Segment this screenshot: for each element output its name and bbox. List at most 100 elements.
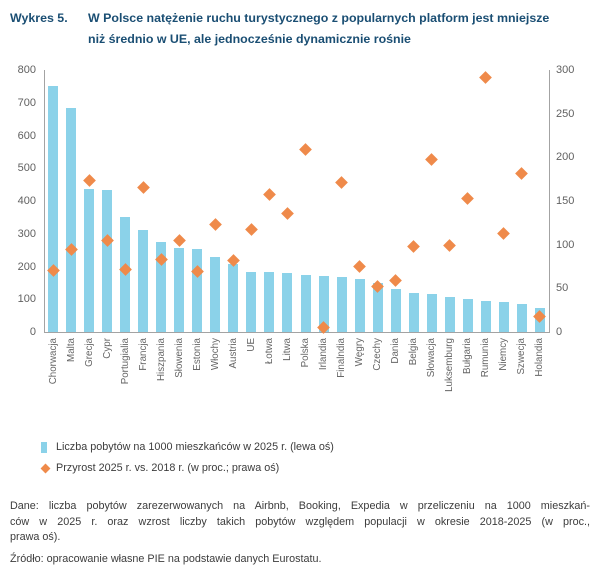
- category-label-Malta: Malta: [65, 338, 77, 362]
- left-axis-tick-label: 200: [17, 260, 36, 273]
- figure-title-line2: niż średnio w UE, ale jednocześnie dynam…: [88, 32, 411, 46]
- bar-Bułgaria: [462, 299, 473, 332]
- figure-number: Wykres 5.: [10, 11, 68, 25]
- chart-canvas: 0 100 200 300 400 500 600 700 800 0 50 100 150 200 250…: [17, 64, 575, 392]
- diamond-Belgia: [407, 240, 421, 253]
- bar-Niemcy: [498, 301, 509, 332]
- data-note-line2: ców w 2025 r. oraz wzrost liczby takich …: [10, 515, 590, 528]
- diamond-UE: [245, 223, 258, 237]
- right-axis-tick-label: 0: [556, 326, 563, 338]
- category-label-Szwecja: Szwecja: [516, 338, 528, 375]
- left-axis-tick-label: 500: [17, 162, 36, 175]
- category-label-Litwa: Litwa: [281, 338, 293, 361]
- category-label-Luksemburg: Luksemburg: [444, 338, 456, 392]
- right-axis-tick-label: 50: [556, 282, 569, 295]
- bar-Litwa: [282, 272, 293, 332]
- category-label-Bułgaria: Bułgaria: [462, 338, 474, 374]
- bar-Polska: [300, 275, 311, 332]
- chart-footnotes: Dane: liczba pobytów zarezerwowanych na …: [10, 499, 590, 567]
- diamond-Węgry: [353, 260, 366, 273]
- left-axis-tick-label: 700: [17, 96, 36, 109]
- diamond-Litwa: [281, 206, 294, 220]
- left-axis-tick-label: 300: [17, 227, 36, 240]
- diamond-Łotwa: [263, 188, 276, 202]
- category-label-Łotwa: Łotwa: [263, 338, 275, 365]
- category-label-Grecja: Grecja: [83, 338, 95, 367]
- legend: Liczba pobytów na 1000 mieszkańców w 202…: [40, 441, 334, 483]
- category-label-Holandia: Holandia: [534, 338, 546, 377]
- category-label-Estonia: Estonia: [191, 338, 203, 371]
- bar-Luksemburg: [444, 297, 455, 332]
- right-axis-tick-label: 250: [556, 107, 575, 120]
- diamond-Dania: [389, 274, 403, 287]
- figure-title: W Polsce natężenie ruchu turystycznego z…: [88, 8, 549, 50]
- category-label-Włochy: Włochy: [209, 338, 221, 371]
- diamond-Słowenia: [172, 233, 186, 247]
- diamond-Słowacja: [425, 153, 439, 167]
- x-axis: [44, 332, 550, 333]
- category-label-Dania: Dania: [390, 338, 402, 364]
- bar-Słowenia: [174, 247, 185, 332]
- bar-Łotwa: [264, 272, 275, 332]
- bar-Chorwacja: [48, 86, 59, 332]
- category-label-Cypr: Cypr: [101, 338, 113, 359]
- legend-label-stays: Liczba pobytów na 1000 mieszkańców w 202…: [56, 441, 334, 453]
- left-axis-tick-label: 0: [29, 326, 36, 338]
- bar-Austria: [228, 264, 239, 332]
- category-label-Austria: Austria: [227, 338, 239, 369]
- category-label-Belgia: Belgia: [408, 338, 420, 366]
- left-axis-tick-label: 400: [17, 195, 36, 207]
- category-label-UE: UE: [245, 338, 257, 352]
- bar-Irlandia: [318, 275, 329, 332]
- category-label-Rumunia: Rumunia: [480, 338, 492, 378]
- legend-item-stays: Liczba pobytów na 1000 mieszkańców w 202…: [41, 441, 334, 453]
- figure-title-line1: W Polsce natężenie ruchu turystycznego z…: [88, 11, 550, 25]
- category-label-Słowenia: Słowenia: [173, 338, 185, 378]
- diamond-Rumunia: [479, 71, 493, 85]
- diamond-Grecja: [82, 173, 96, 187]
- category-label-Francja: Francja: [137, 338, 149, 371]
- bar-Słowacja: [426, 294, 437, 332]
- left-axis-tick-label: 600: [17, 129, 36, 142]
- right-axis-tick-label: 150: [556, 195, 575, 207]
- bar-Włochy: [210, 257, 221, 332]
- right-axis-tick-label: 300: [556, 64, 575, 76]
- legend-label-growth: Przyrost 2025 r. vs. 2018 r. (w proc.; p…: [56, 462, 280, 474]
- diamond-Luksemburg: [443, 239, 457, 252]
- left-axis-tick-label: 100: [17, 293, 36, 306]
- bar-Belgia: [408, 293, 419, 332]
- diamond-Włochy: [208, 218, 222, 231]
- category-label-Czechy: Czechy: [372, 338, 384, 371]
- category-label-Polska: Polska: [300, 338, 312, 368]
- diamond-Polska: [299, 143, 312, 156]
- diamond-Szwecja: [515, 167, 529, 181]
- category-label-Niemcy: Niemcy: [498, 338, 510, 371]
- diamond-Finalndia: [335, 176, 348, 190]
- bar-Finalndia: [336, 277, 347, 332]
- category-label-Portugialia: Portugialia: [119, 338, 131, 385]
- data-note: Dane: liczba pobytów zarezerwowanych na …: [10, 499, 590, 546]
- bar-Hiszpania: [156, 241, 167, 332]
- source-note: Źródło: opracowanie własne PIE na podsta…: [10, 552, 322, 565]
- category-label-Hiszpania: Hiszpania: [155, 338, 167, 382]
- bar-Malta: [66, 107, 77, 332]
- bar-series-marker-icon: [41, 441, 47, 453]
- bar-UE: [246, 272, 257, 332]
- legend-item-growth: Przyrost 2025 r. vs. 2018 r. (w proc.; p…: [40, 462, 334, 474]
- data-note-line3: prawa oś).: [10, 531, 61, 543]
- category-label-Słowacja: Słowacja: [426, 338, 438, 378]
- diamond-series-marker-icon: [40, 463, 51, 473]
- bar-Estonia: [192, 249, 203, 332]
- bar-Grecja: [84, 189, 95, 332]
- diamond-Francja: [136, 181, 150, 195]
- category-label-Chorwacja: Chorwacja: [47, 338, 59, 385]
- bar-Węgry: [354, 279, 365, 332]
- left-axis-tick-label: 800: [17, 64, 36, 76]
- y-axis-right: [549, 70, 550, 332]
- chart-header: Wykres 5. W Polsce natężenie ruchu turys…: [10, 8, 592, 50]
- category-label-Węgry: Węgry: [354, 338, 366, 367]
- right-axis-tick-label: 200: [556, 151, 575, 164]
- bar-Szwecja: [516, 304, 527, 332]
- diamond-Niemcy: [497, 226, 511, 240]
- bar-Cypr: [102, 189, 113, 332]
